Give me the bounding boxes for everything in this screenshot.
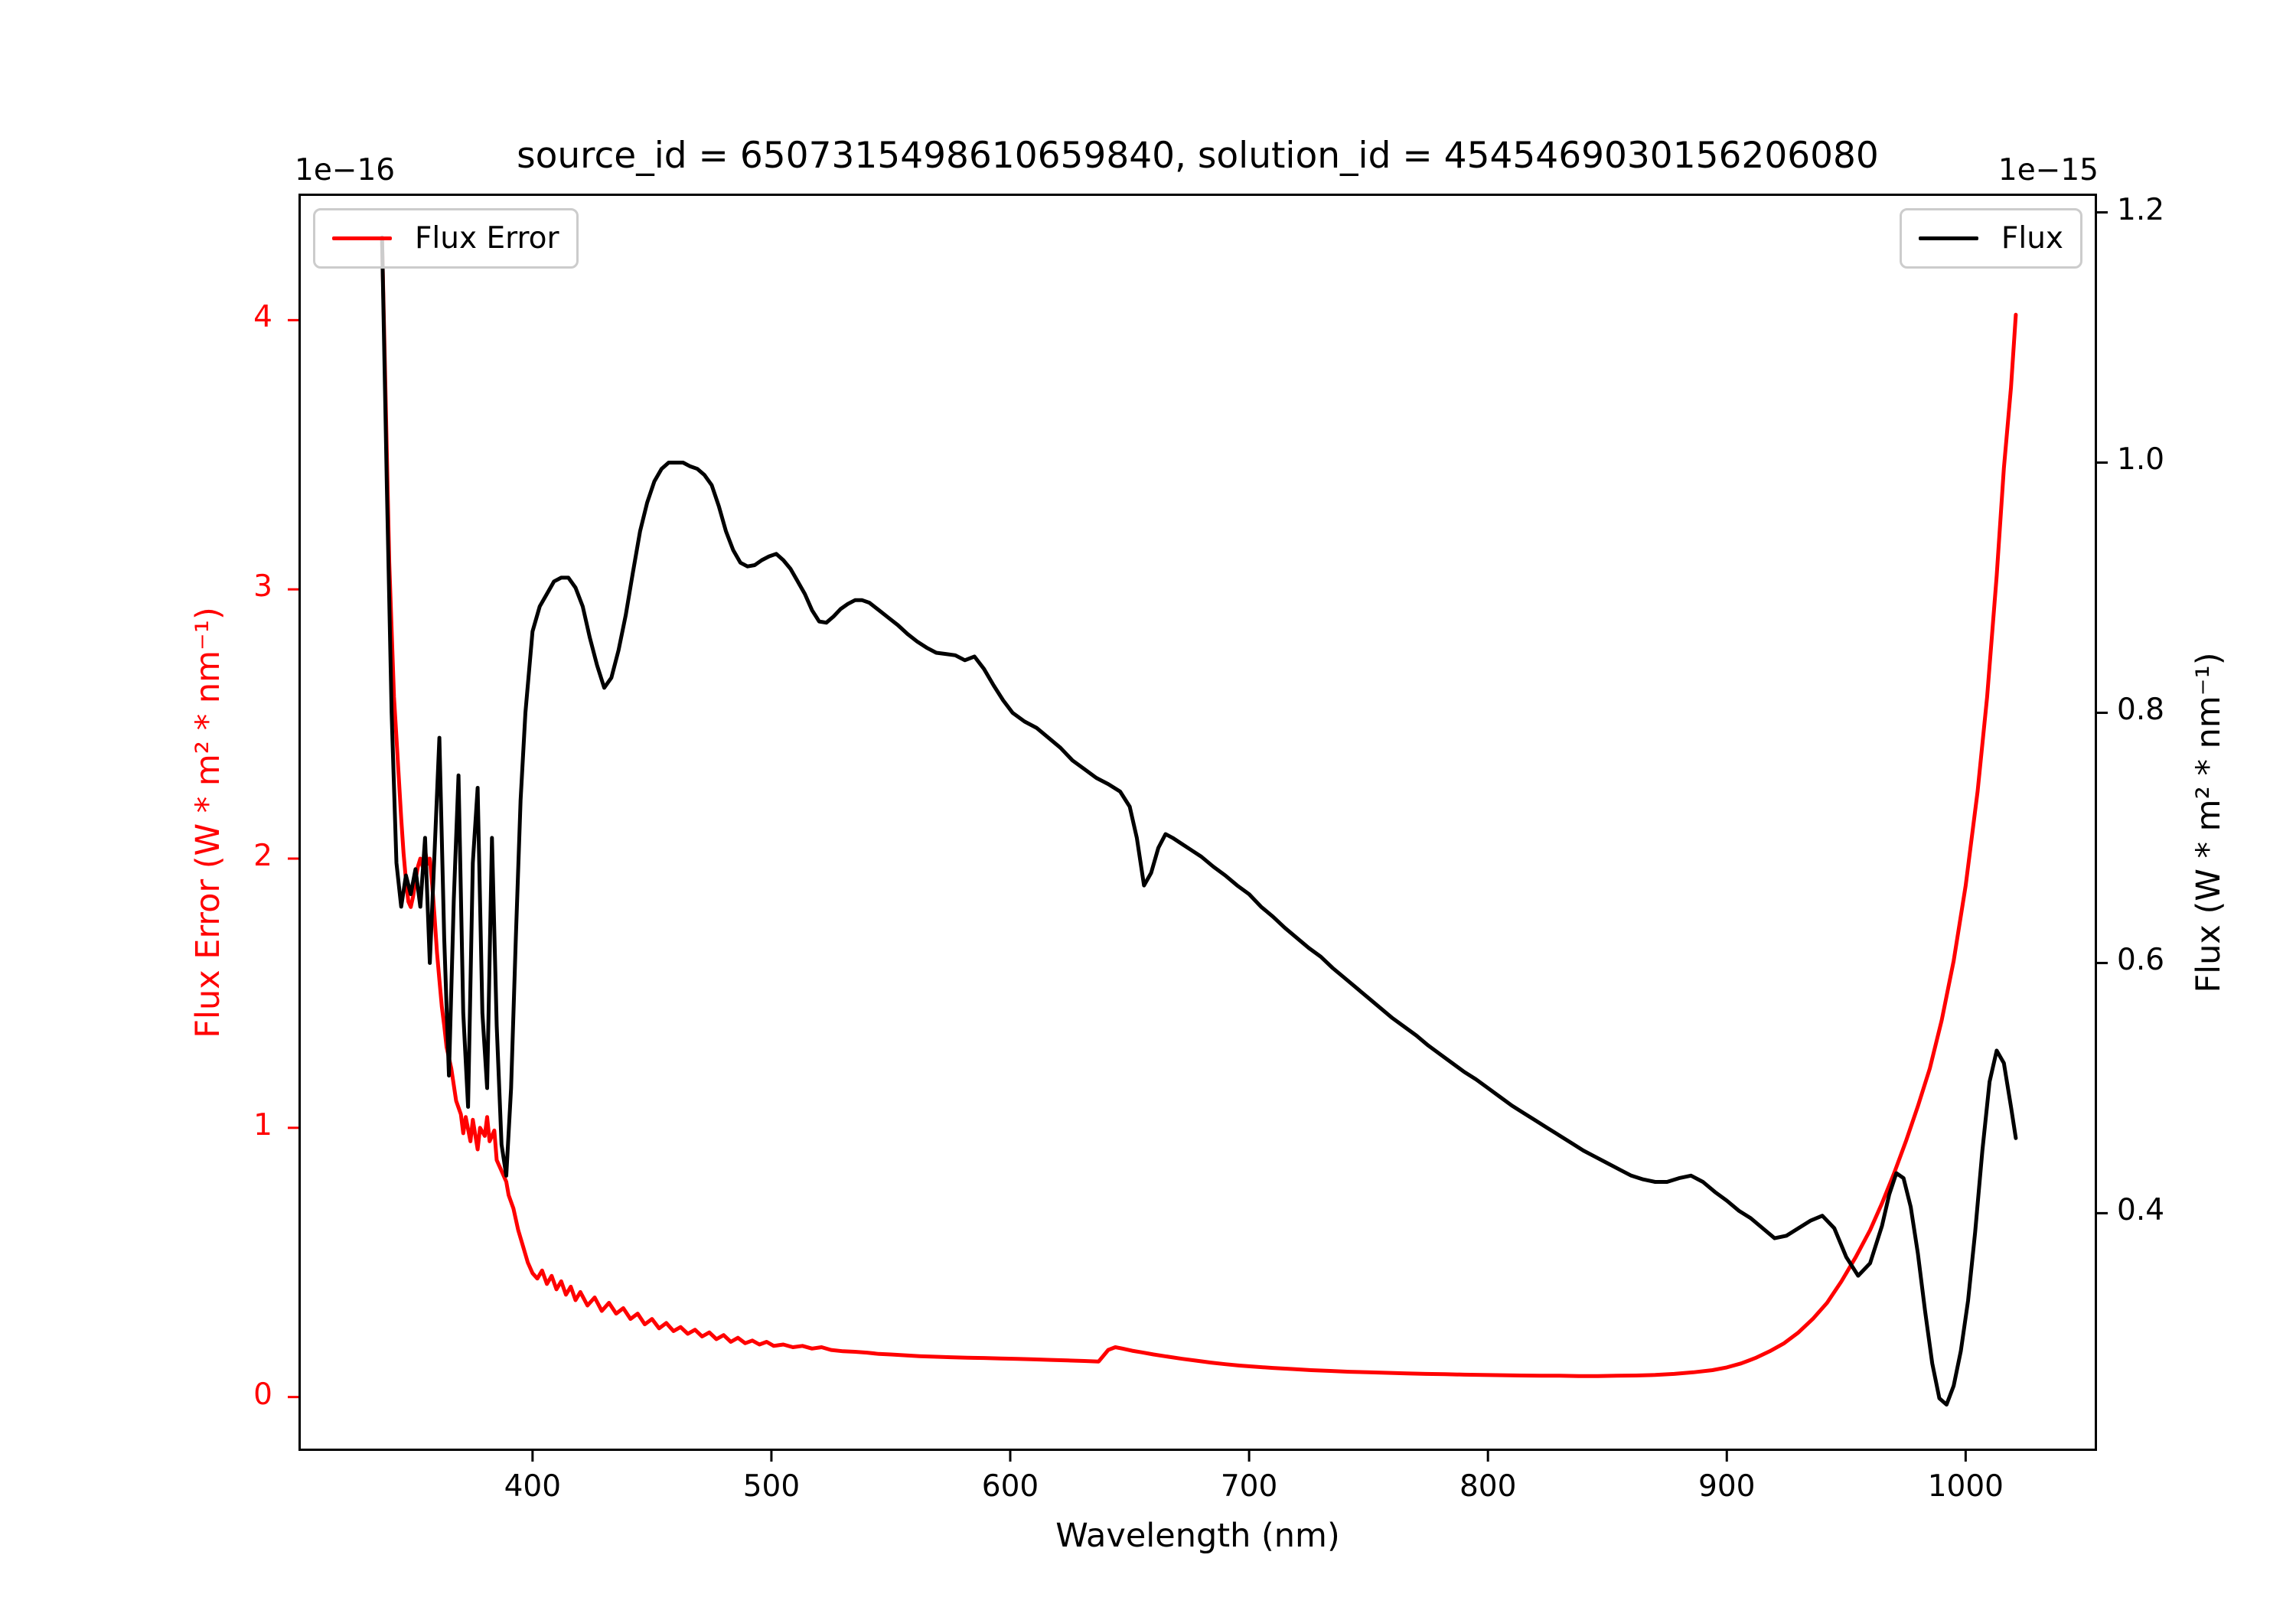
left-axis-offset-text: 1e−16 (295, 153, 396, 187)
x-axis-label: Wavelength (nm) (1055, 1517, 1340, 1555)
y-left-tick-label: 1 (253, 1107, 272, 1143)
y-left-tick-label: 3 (253, 569, 272, 605)
y-right-tick-label: 1.0 (2117, 442, 2165, 478)
left-axis-label: Flux Error (W * m² * nm⁻¹) (189, 607, 227, 1038)
x-tick-label: 500 (742, 1469, 801, 1504)
right-axis-label: Flux (W * m² * nm⁻¹) (2190, 652, 2228, 993)
right-axis-offset-text: 1e−15 (1998, 153, 2099, 187)
flux-legend-label: Flux (2001, 221, 2063, 256)
legend-flux-error: Flux Error (313, 208, 579, 269)
y-right-tick-label: 0.4 (2117, 1193, 2165, 1228)
flux-line (380, 235, 2018, 1407)
flux-error-line (380, 237, 2018, 1378)
y-left-tick-label: 2 (253, 838, 272, 873)
flux-error-legend-line-sample (332, 236, 392, 240)
x-tick-label: 900 (1698, 1469, 1756, 1504)
legend-flux: Flux (1899, 208, 2082, 269)
flux-error-legend-label: Flux Error (415, 221, 559, 256)
ticks-layer (288, 211, 2108, 1462)
y-left-tick-label: 0 (253, 1377, 272, 1412)
chart-title: source_id = 6507315498610659840, solutio… (517, 135, 1879, 177)
y-right-tick-label: 0.8 (2117, 693, 2165, 728)
x-tick-label: 600 (981, 1469, 1039, 1504)
y-left-tick-label: 4 (253, 300, 272, 335)
x-tick-label: 400 (504, 1469, 562, 1504)
x-tick-label: 700 (1220, 1469, 1278, 1504)
y-right-tick-label: 1.2 (2117, 192, 2165, 227)
flux-legend-line-sample (1918, 236, 1978, 240)
x-tick-label: 800 (1459, 1469, 1517, 1504)
y-right-tick-label: 0.6 (2117, 943, 2165, 978)
plot-area (298, 194, 2097, 1451)
x-tick-label: 1000 (1927, 1469, 2004, 1504)
